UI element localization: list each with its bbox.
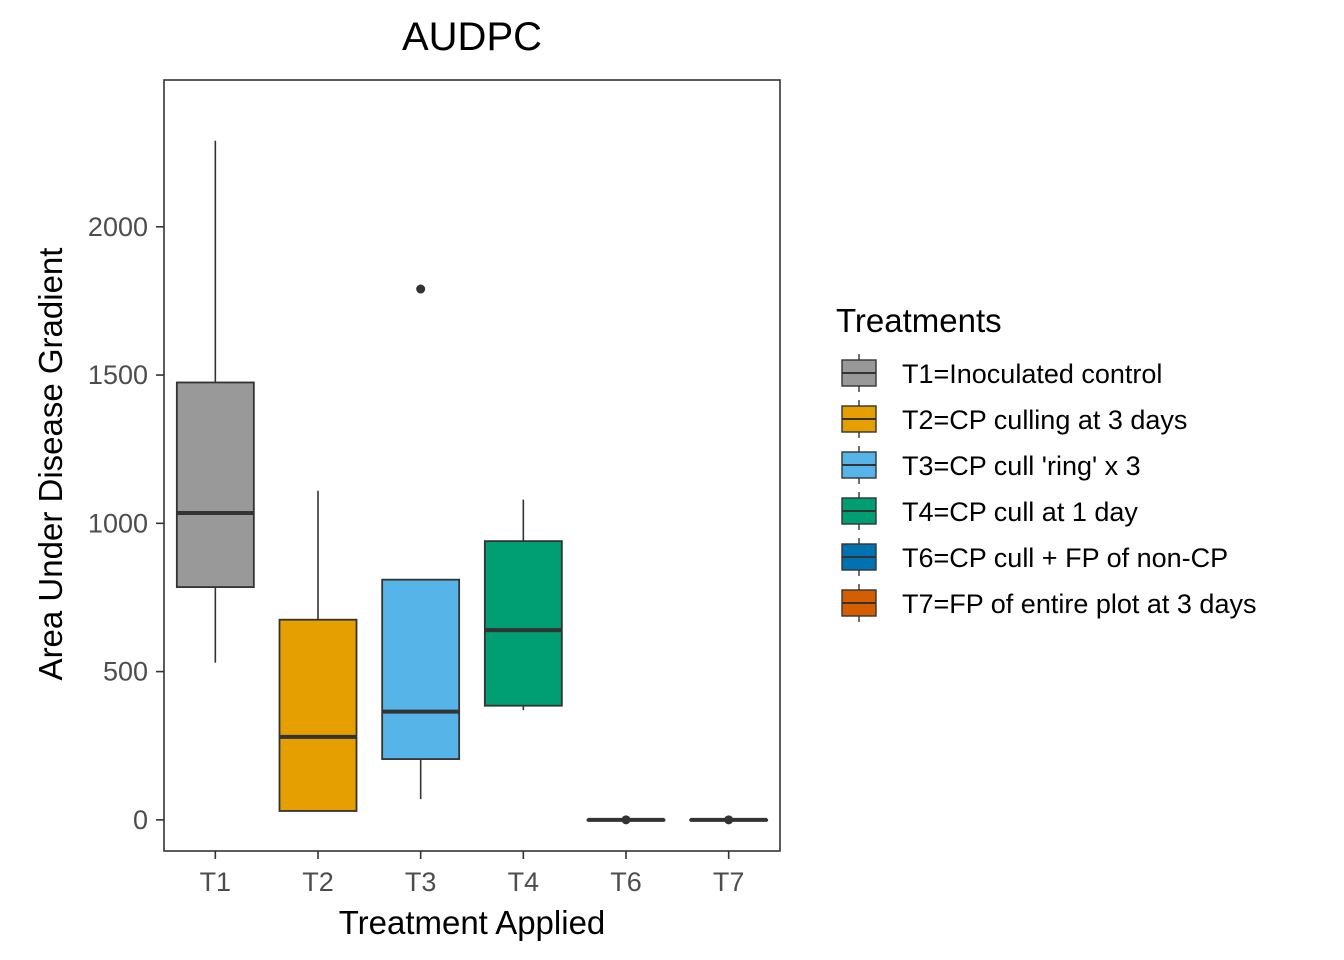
legend-item: T7=FP of entire plot at 3 days: [841, 584, 1256, 622]
chart-title: AUDPC: [402, 15, 542, 59]
x-tick-label: T2: [302, 867, 334, 897]
box-T3: [381, 284, 461, 800]
box-T2: [278, 490, 358, 812]
x-tick-label: T7: [713, 867, 745, 897]
legend-item: T4=CP cull at 1 day: [841, 492, 1138, 530]
legend-item: T3=CP cull 'ring' x 3: [841, 446, 1141, 484]
outlier-point: [621, 815, 631, 825]
y-tick-label: 1500: [88, 360, 148, 390]
box-T1: [175, 140, 255, 663]
box-T6: [586, 815, 666, 825]
box-T4: [483, 499, 563, 711]
y-tick-label: 2000: [88, 212, 148, 242]
x-tick-label: T3: [405, 867, 437, 897]
box-T7: [689, 815, 769, 825]
box-iqr: [381, 578, 461, 760]
x-axis-title: Treatment Applied: [339, 904, 606, 941]
plot-area: 0 500 1000 1500 2000 T1 T2 T3 T4 T6 T7: [88, 79, 781, 897]
x-tick-label: T4: [508, 867, 540, 897]
y-tick-label: 500: [103, 657, 148, 687]
y-tick-label: 1000: [88, 508, 148, 538]
legend-label: T1=Inoculated control: [902, 359, 1162, 389]
legend-label: T2=CP culling at 3 days: [902, 405, 1187, 435]
x-tick-label: T1: [200, 867, 232, 897]
outlier-point: [416, 284, 426, 294]
legend-title: Treatments: [836, 302, 1002, 339]
box-iqr: [278, 618, 358, 812]
legend-item: T6=CP cull + FP of non-CP: [841, 538, 1228, 576]
legend-label: T6=CP cull + FP of non-CP: [902, 543, 1228, 573]
y-axis-title: Area Under Disease Gradient: [32, 248, 69, 681]
x-tick-label: T6: [610, 867, 642, 897]
y-tick-label: 0: [133, 805, 148, 835]
legend-label: T3=CP cull 'ring' x 3: [902, 451, 1141, 481]
box-iqr: [175, 381, 255, 588]
legend-label: T7=FP of entire plot at 3 days: [902, 589, 1256, 619]
box-iqr: [483, 540, 563, 707]
outlier-point: [724, 815, 734, 825]
legend: T1=Inoculated control T2=CP culling at 3 …: [841, 354, 1256, 622]
legend-item: T2=CP culling at 3 days: [841, 400, 1187, 438]
legend-item: T1=Inoculated control: [841, 354, 1162, 392]
plot-border: [163, 79, 781, 852]
legend-label: T4=CP cull at 1 day: [902, 497, 1138, 527]
